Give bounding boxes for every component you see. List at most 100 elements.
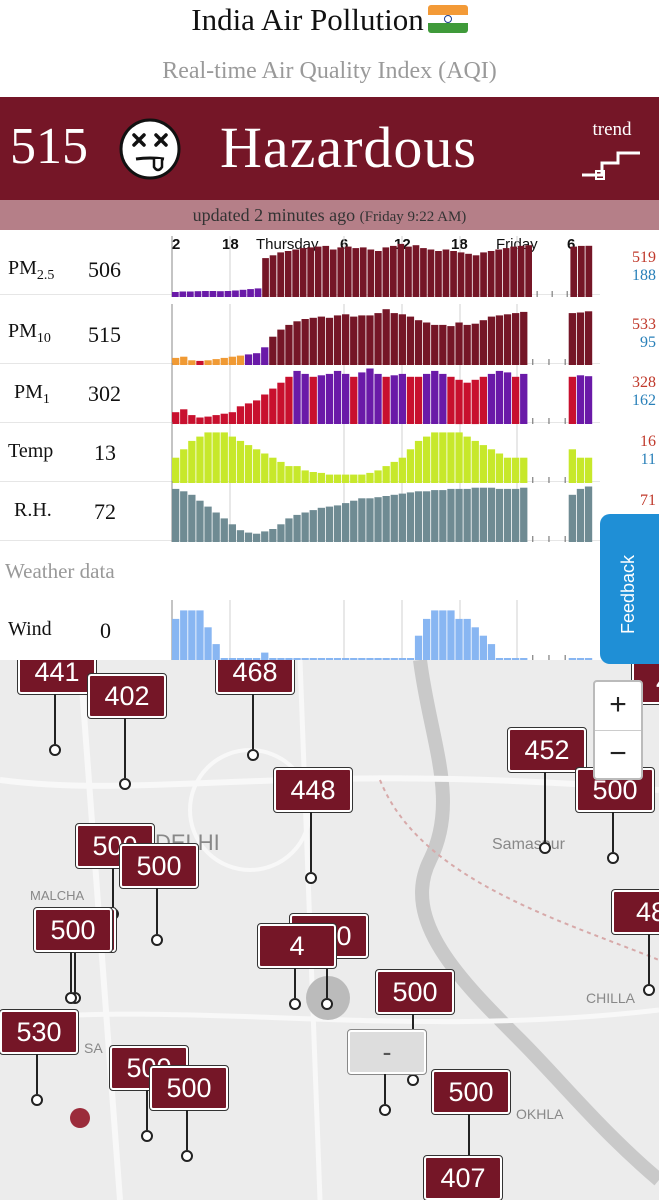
trend-button[interactable]: trend bbox=[578, 119, 646, 183]
aqi-banner: 515 Hazardous trend bbox=[0, 97, 659, 200]
aqi-pin[interactable]: 48 bbox=[611, 889, 659, 935]
chart-bar bbox=[236, 530, 245, 542]
chart-bar bbox=[333, 315, 342, 365]
chart-bar bbox=[325, 658, 334, 660]
chart-bar bbox=[463, 324, 471, 365]
chart-bar bbox=[317, 375, 325, 424]
trend-label: trend bbox=[592, 119, 632, 140]
chart-bar bbox=[367, 249, 375, 297]
chart-bar bbox=[455, 488, 463, 542]
chart-bar bbox=[220, 357, 228, 365]
chart-bar bbox=[269, 388, 277, 424]
chart-bar bbox=[244, 658, 253, 660]
chart-bar bbox=[293, 466, 301, 483]
row-wind[interactable]: Wind 0 bbox=[0, 600, 600, 658]
pin-dot bbox=[247, 749, 259, 761]
chart-bar bbox=[285, 466, 293, 483]
chart-bar bbox=[463, 436, 471, 483]
chart-bar bbox=[471, 487, 479, 542]
chart-bar bbox=[520, 311, 528, 365]
chart-bar bbox=[447, 488, 455, 542]
pin-stem bbox=[74, 952, 76, 992]
chart-bar bbox=[253, 658, 261, 660]
chart-bar bbox=[584, 376, 593, 424]
zoom-out-button[interactable]: − bbox=[609, 737, 627, 770]
aqi-pin[interactable]: 500 bbox=[149, 1065, 229, 1111]
aqi-pin[interactable]: 407 bbox=[423, 1155, 503, 1200]
aqi-pin[interactable]: - bbox=[347, 1029, 427, 1075]
chart-bar bbox=[479, 487, 487, 542]
chart-bar bbox=[503, 658, 512, 660]
chart-bar bbox=[471, 323, 479, 365]
aqi-pin[interactable]: 448 bbox=[273, 767, 353, 813]
feedback-tab[interactable]: Feedback bbox=[600, 514, 659, 664]
chart-bar bbox=[576, 457, 585, 483]
chart-bar bbox=[317, 658, 325, 660]
row-max: 519 bbox=[632, 249, 656, 266]
chart-bar bbox=[358, 474, 366, 483]
chart-bar bbox=[293, 514, 301, 542]
aqi-pin[interactable]: 468 bbox=[215, 660, 295, 695]
aqi-pin[interactable]: 500 bbox=[375, 969, 455, 1015]
chart-bar bbox=[414, 491, 423, 542]
chart-bar bbox=[188, 360, 196, 365]
chart-bar bbox=[503, 488, 512, 542]
chart-bar bbox=[342, 314, 350, 365]
pin-dot bbox=[305, 872, 317, 884]
chart-bar bbox=[414, 376, 423, 424]
aqi-map[interactable]: DELHI Samaspur MALCHA CHILLA OKHLA SA N … bbox=[0, 660, 659, 1200]
aqi-pin[interactable]: 500 bbox=[119, 843, 199, 889]
chart-bar bbox=[317, 472, 325, 483]
map-label-okhla: OKHLA bbox=[516, 1106, 564, 1122]
chart-bar bbox=[439, 610, 447, 660]
missing-tick bbox=[548, 418, 550, 424]
chart-bar bbox=[398, 658, 406, 660]
chart-bar bbox=[382, 309, 390, 365]
row-name: Wind bbox=[8, 618, 52, 640]
row-max: 16 bbox=[640, 433, 656, 450]
chart-bar bbox=[520, 457, 528, 483]
chart-bar bbox=[455, 322, 463, 365]
chart-bar bbox=[512, 457, 520, 483]
pin-stem bbox=[544, 772, 546, 842]
chart-bar bbox=[382, 376, 390, 424]
chart-bar bbox=[398, 373, 406, 424]
chart-bar bbox=[329, 249, 337, 297]
chart-bar bbox=[269, 255, 277, 297]
missing-tick bbox=[551, 291, 553, 297]
pin-dot bbox=[407, 1074, 419, 1086]
chart-bar bbox=[487, 449, 496, 483]
chart-bar bbox=[358, 658, 366, 660]
aqi-pin[interactable]: 441 bbox=[17, 660, 97, 695]
aqi-pin[interactable]: 500 bbox=[33, 907, 113, 953]
chart-bar bbox=[322, 245, 330, 297]
chart-bar bbox=[180, 409, 188, 425]
chart-bar bbox=[244, 445, 253, 483]
zoom-in-button[interactable]: + bbox=[595, 682, 641, 731]
chart-bar bbox=[269, 336, 277, 365]
page-subtitle: Real-time Air Quality Index (AQI) bbox=[162, 58, 497, 84]
pin-dot bbox=[65, 992, 77, 1004]
chart-bar bbox=[423, 491, 431, 542]
chart-bar bbox=[212, 644, 220, 660]
aqi-level: Hazardous bbox=[220, 115, 478, 180]
aqi-pin[interactable]: 452 bbox=[507, 727, 587, 773]
aqi-pin[interactable]: 4 bbox=[257, 923, 337, 969]
chart-bar bbox=[479, 376, 487, 424]
chart-bar bbox=[442, 249, 450, 297]
chart-bar bbox=[471, 440, 479, 483]
chart-bar bbox=[406, 449, 415, 483]
aqi-pin[interactable]: 500 bbox=[431, 1069, 511, 1115]
chart-bar bbox=[309, 658, 317, 660]
chart-bar bbox=[180, 449, 188, 483]
chart-bar bbox=[325, 317, 334, 365]
chart-bar bbox=[262, 258, 269, 297]
chart-bar bbox=[285, 658, 293, 660]
aqi-pin[interactable]: 530 bbox=[0, 1009, 79, 1055]
pin-stem bbox=[146, 1090, 148, 1130]
chart-bar bbox=[204, 432, 212, 483]
aqi-pin[interactable]: 402 bbox=[87, 673, 167, 719]
chart-bar bbox=[502, 248, 510, 297]
aqi-value: 515 bbox=[10, 118, 88, 175]
missing-tick bbox=[532, 477, 534, 483]
